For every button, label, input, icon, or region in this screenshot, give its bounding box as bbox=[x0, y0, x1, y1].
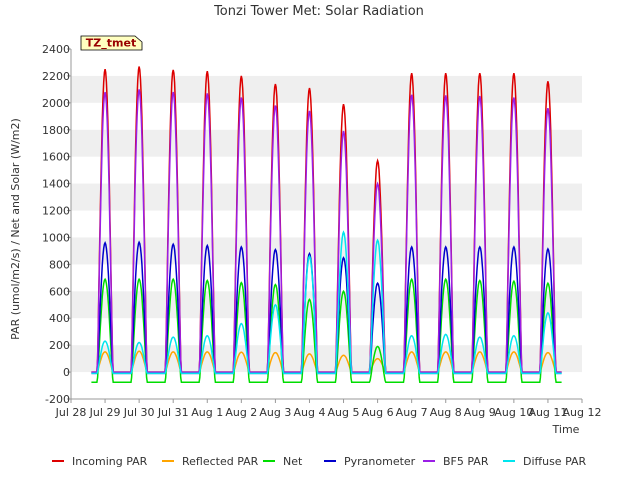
legend-label: Incoming PAR bbox=[72, 455, 148, 468]
site-tag-label: TZ_tmet bbox=[86, 37, 136, 50]
legend-label: BF5 PAR bbox=[443, 455, 489, 468]
x-tick-label: Jul 29 bbox=[89, 406, 121, 419]
y-tick-label: 1600 bbox=[42, 151, 70, 164]
x-tick-label: Aug 3 bbox=[259, 406, 291, 419]
legend-item: Reflected PAR bbox=[162, 455, 259, 468]
y-tick-label: 1200 bbox=[42, 205, 70, 218]
x-tick-label: Jul 30 bbox=[123, 406, 155, 419]
x-tick-label: Jul 28 bbox=[55, 406, 87, 419]
x-tick-label: Aug 5 bbox=[328, 406, 360, 419]
x-tick-label: Jul 31 bbox=[157, 406, 189, 419]
y-tick-label: 400 bbox=[49, 312, 70, 325]
legend-item: Pyranometer bbox=[324, 455, 416, 468]
y-axis-label: PAR (umol/m2/s) / Net and Solar (W/m2) bbox=[9, 118, 22, 340]
y-tick-label: 2200 bbox=[42, 70, 70, 83]
grid-band bbox=[71, 291, 582, 319]
legend-label: Pyranometer bbox=[344, 455, 416, 468]
y-tick-label: 0 bbox=[63, 366, 70, 379]
y-tick-label: 2000 bbox=[42, 97, 70, 110]
grid-band bbox=[71, 183, 582, 211]
y-tick-label: 1800 bbox=[42, 124, 70, 137]
site-tag: TZ_tmet bbox=[80, 35, 143, 51]
y-tick-label: -200 bbox=[45, 393, 70, 406]
y-tick-label: 200 bbox=[49, 339, 70, 352]
series-line-bf5-par bbox=[91, 89, 562, 373]
x-tick-label: Aug 11 bbox=[528, 406, 567, 419]
grid-band bbox=[71, 345, 582, 373]
y-axis-ticks: -200 0 200 400 600 800 1000 1200 1400 1600 1800 200… bbox=[42, 43, 71, 406]
series-line-diffuse-par bbox=[91, 230, 562, 375]
grid-band bbox=[71, 129, 582, 157]
legend-label: Diffuse PAR bbox=[523, 455, 587, 468]
legend-item: BF5 PAR bbox=[423, 455, 489, 468]
x-tick-label: Aug 10 bbox=[494, 406, 533, 419]
x-axis-label: Time bbox=[552, 423, 580, 436]
x-tick-label: Aug 6 bbox=[362, 406, 394, 419]
y-tick-label: 800 bbox=[49, 258, 70, 271]
legend-item: Incoming PAR bbox=[52, 455, 148, 468]
x-tick-label: Aug 4 bbox=[293, 406, 325, 419]
y-tick-label: 1400 bbox=[42, 178, 70, 191]
series-lines bbox=[91, 66, 562, 383]
x-tick-label: Aug 12 bbox=[563, 406, 602, 419]
grid-band bbox=[71, 75, 582, 103]
legend-item: Diffuse PAR bbox=[503, 455, 587, 468]
y-tick-label: 1000 bbox=[42, 231, 70, 244]
y-tick-label: 600 bbox=[49, 285, 70, 298]
chart-title: Tonzi Tower Met: Solar Radiation bbox=[213, 4, 424, 19]
legend-item: Net bbox=[263, 455, 303, 468]
legend-label: Reflected PAR bbox=[182, 455, 259, 468]
grid-bands bbox=[71, 75, 582, 373]
x-tick-label: Aug 7 bbox=[396, 406, 428, 419]
grid-band bbox=[71, 237, 582, 265]
x-tick-label: Aug 2 bbox=[225, 406, 257, 419]
legend-label: Net bbox=[283, 455, 303, 468]
x-tick-label: Aug 1 bbox=[191, 406, 223, 419]
axes bbox=[70, 49, 582, 400]
legend: Incoming PAR Reflected PAR Net Pyranometer B… bbox=[52, 455, 587, 468]
x-tick-label: Aug 9 bbox=[464, 406, 496, 419]
series-line-net bbox=[91, 277, 562, 383]
y-tick-label: 2400 bbox=[42, 43, 70, 56]
series-line-incoming-par bbox=[91, 66, 562, 373]
x-tick-label: Aug 8 bbox=[430, 406, 462, 419]
